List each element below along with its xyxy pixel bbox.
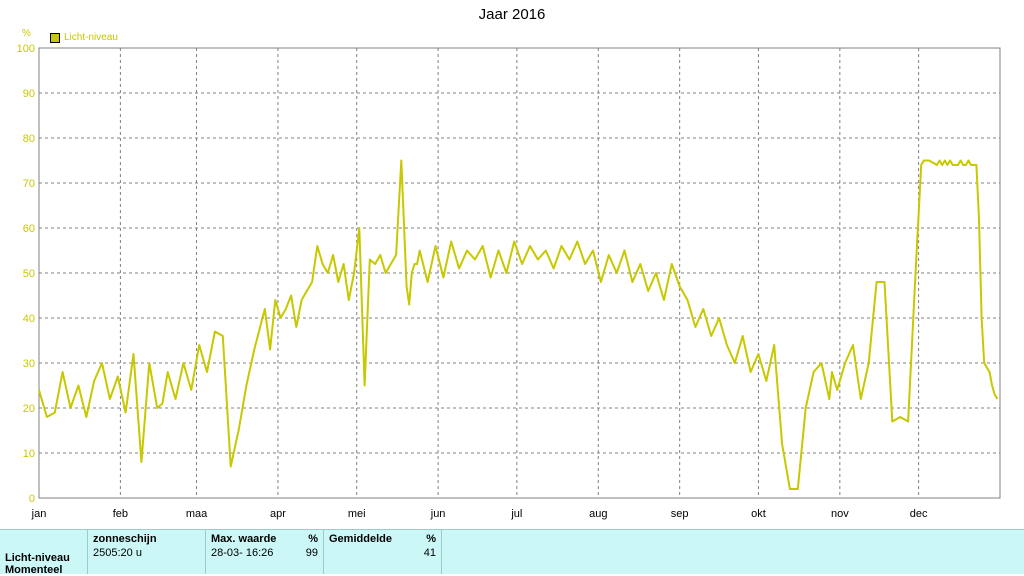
- max-cell: Max. waarde % 28-03- 16:26 99: [206, 530, 324, 574]
- chart: 0 10 20 30 40 50 60 70 80 90 100% jan feb maa apr mei ju…: [17, 28, 1001, 520]
- legend-label: Licht-niveau: [64, 32, 118, 43]
- y-tick-label: 80: [23, 133, 35, 145]
- y-tick-label: 90: [23, 88, 35, 100]
- row-label-cell: Licht-niveau Momenteel: [0, 530, 88, 576]
- x-tick-label: dec: [910, 508, 928, 520]
- x-tick-label: apr: [270, 508, 286, 520]
- x-tick-label: okt: [751, 508, 766, 520]
- y-tick-label: 20: [23, 403, 35, 415]
- x-tick-label: jul: [510, 508, 522, 520]
- x-tick-label: maa: [186, 508, 208, 520]
- max-date: 28-03- 16:26: [211, 547, 274, 559]
- x-tick-label: jun: [430, 508, 446, 520]
- y-tick-label: 10: [23, 448, 35, 460]
- avg-unit: %: [426, 533, 436, 545]
- series-line-licht-niveau: [38, 159, 999, 490]
- avg-header: Gemiddelde: [329, 533, 392, 545]
- x-tick-label: feb: [113, 508, 128, 520]
- legend-swatch: [50, 32, 60, 43]
- zonneschijn-header: zonneschijn: [93, 533, 157, 545]
- x-tick-label: jan: [31, 508, 47, 520]
- y-tick-label: 100: [17, 43, 35, 55]
- max-value: 99: [305, 547, 318, 559]
- row-label: Licht-niveau: [5, 552, 70, 564]
- avg-value: 41: [423, 547, 436, 559]
- x-tick-label: sep: [671, 508, 689, 520]
- chart-title: Jaar 2016: [478, 6, 546, 23]
- zonneschijn-cell: zonneschijn 2505:20 u: [88, 530, 206, 574]
- x-tick-label: nov: [831, 508, 849, 520]
- y-tick-label: 70: [23, 178, 35, 190]
- y-tick-label: 60: [23, 223, 35, 235]
- avg-cell: Gemiddelde % 41: [324, 530, 442, 574]
- summary-footer: Licht-niveau Momenteel zonneschijn 2505:…: [0, 529, 1024, 576]
- y-tick-label: 30: [23, 358, 35, 370]
- y-axis-label: %: [22, 28, 31, 39]
- max-header: Max. waarde: [211, 533, 277, 545]
- zonneschijn-value: 2505:20 u: [93, 547, 142, 559]
- y-tick-label: 50: [23, 268, 35, 280]
- legend: Licht-niveau: [50, 32, 118, 43]
- y-tick-label: 0: [29, 493, 35, 505]
- max-unit: %: [308, 533, 318, 545]
- y-tick-label: 40: [23, 313, 35, 325]
- row-label-2: Momenteel: [5, 564, 63, 576]
- x-tick-label: mei: [348, 508, 366, 520]
- x-tick-label: aug: [589, 508, 607, 520]
- plot-frame: [38, 47, 1001, 499]
